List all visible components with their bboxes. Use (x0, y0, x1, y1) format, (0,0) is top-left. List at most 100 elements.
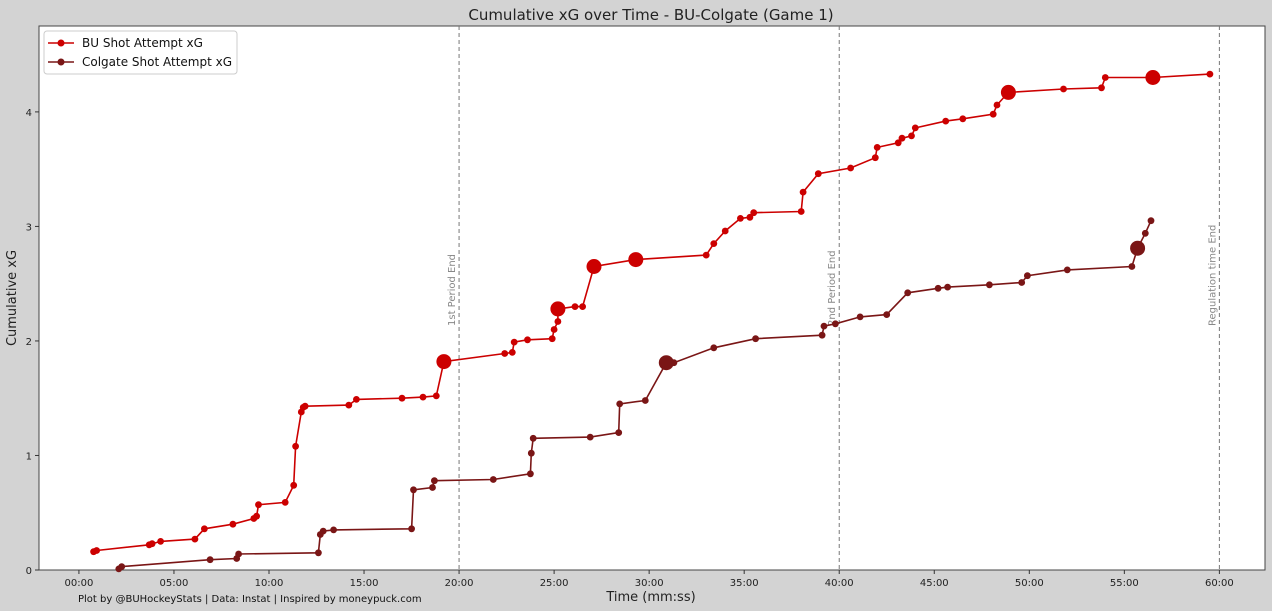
shot-point (579, 303, 586, 310)
shot-point (510, 338, 518, 346)
y-tick-label: 0 (26, 566, 32, 577)
shot-point (847, 164, 854, 172)
shot-point (253, 512, 260, 520)
shot-point (670, 359, 678, 367)
shot-point (191, 535, 199, 543)
shot-point (301, 402, 309, 410)
shot-point (529, 434, 537, 442)
shot-point (986, 281, 993, 289)
shot-point (959, 115, 967, 123)
shot-point (883, 311, 891, 318)
period-end-label: 2nd Period End (827, 250, 838, 326)
shot-point (873, 144, 881, 151)
x-tick-label: 30:00 (635, 578, 664, 589)
shot-point (489, 476, 497, 483)
shot-point (255, 501, 262, 509)
period-end-label: 1st Period End (447, 254, 458, 326)
shot-point (398, 394, 406, 402)
high-xg-shot-point (658, 355, 674, 371)
shot-point (93, 547, 100, 554)
plot-area (38, 25, 1266, 571)
y-tick-label: 3 (26, 222, 32, 233)
shot-point (1206, 70, 1214, 78)
shot-point (904, 289, 912, 297)
shot-point (586, 433, 594, 441)
shot-point (710, 240, 718, 248)
shot-point (201, 525, 208, 533)
shot-point (898, 134, 906, 142)
shot-point (501, 350, 509, 357)
chart-title: Cumulative xG over Time - BU-Colgate (Ga… (468, 6, 833, 24)
series-1 (115, 217, 1155, 573)
y-tick-label: 2 (26, 337, 32, 348)
shot-point (527, 449, 535, 457)
shot-point (281, 499, 289, 506)
shot-point (229, 520, 237, 528)
shot-point (797, 208, 805, 215)
high-xg-shot-point (1145, 70, 1161, 85)
shot-point (799, 188, 807, 196)
legend-box (43, 30, 238, 75)
high-xg-shot-point (586, 259, 602, 274)
shot-point (292, 442, 299, 450)
high-xg-shot-point (1130, 240, 1146, 256)
shot-point (508, 349, 516, 356)
x-tick-label: 40:00 (825, 578, 854, 589)
x-tick-label: 05:00 (160, 578, 189, 589)
y-tick-label: 4 (26, 108, 32, 119)
x-tick-label: 25:00 (540, 578, 569, 589)
shot-point (419, 393, 427, 401)
shot-point (820, 322, 828, 330)
legend-label-bu: BU Shot Attempt xG (82, 36, 203, 50)
series-0 (90, 70, 1214, 556)
shot-point (871, 154, 879, 162)
x-axis-label: Time (mm:ss) (605, 590, 695, 605)
shot-point (1060, 85, 1067, 93)
x-tick-label: 60:00 (1205, 578, 1234, 589)
shot-point (710, 344, 718, 352)
shot-point (548, 335, 556, 343)
shot-point (1147, 217, 1155, 225)
axis-ticks: 00:00 05:00 10:00 15:00 20:00 25:00 30:00 35:00… (26, 108, 1234, 589)
shot-point (721, 227, 729, 235)
x-tick-label: 20:00 (445, 578, 474, 589)
legend-label-colgate: Colgate Shot Attempt xG (82, 55, 232, 69)
high-xg-shot-point (628, 252, 644, 268)
x-tick-label: 10:00 (255, 578, 284, 589)
shot-point (814, 170, 822, 178)
high-xg-shot-point (1000, 84, 1016, 100)
shot-point (157, 538, 165, 545)
series-layer (90, 70, 1214, 573)
shot-point (752, 335, 759, 343)
shot-point (818, 331, 826, 339)
shot-point (1018, 279, 1026, 286)
shot-point (527, 470, 534, 478)
shot-point (524, 336, 531, 344)
shot-point (993, 101, 1001, 109)
x-tick-label: 35:00 (730, 578, 759, 589)
shot-point (571, 303, 579, 310)
shot-point (432, 392, 440, 400)
shot-point (832, 320, 839, 328)
shot-point (1063, 266, 1071, 274)
shot-point (616, 400, 624, 408)
shot-point (290, 481, 298, 489)
shot-point (235, 550, 243, 558)
shot-point (315, 549, 322, 557)
x-tick-label: 15:00 (350, 578, 379, 589)
shot-point (702, 251, 710, 259)
shot-point (345, 401, 353, 409)
shot-point (408, 525, 415, 533)
shot-point (410, 486, 417, 494)
x-tick-label: 55:00 (1110, 578, 1139, 589)
shot-point (431, 477, 438, 485)
shot-point (1098, 84, 1105, 92)
x-tick-label: 50:00 (1015, 578, 1044, 589)
shot-point (737, 215, 744, 222)
high-xg-shot-point (436, 354, 452, 370)
shot-point (615, 429, 623, 436)
shot-point (118, 563, 126, 570)
shot-point (750, 209, 758, 217)
shot-point (911, 124, 919, 132)
